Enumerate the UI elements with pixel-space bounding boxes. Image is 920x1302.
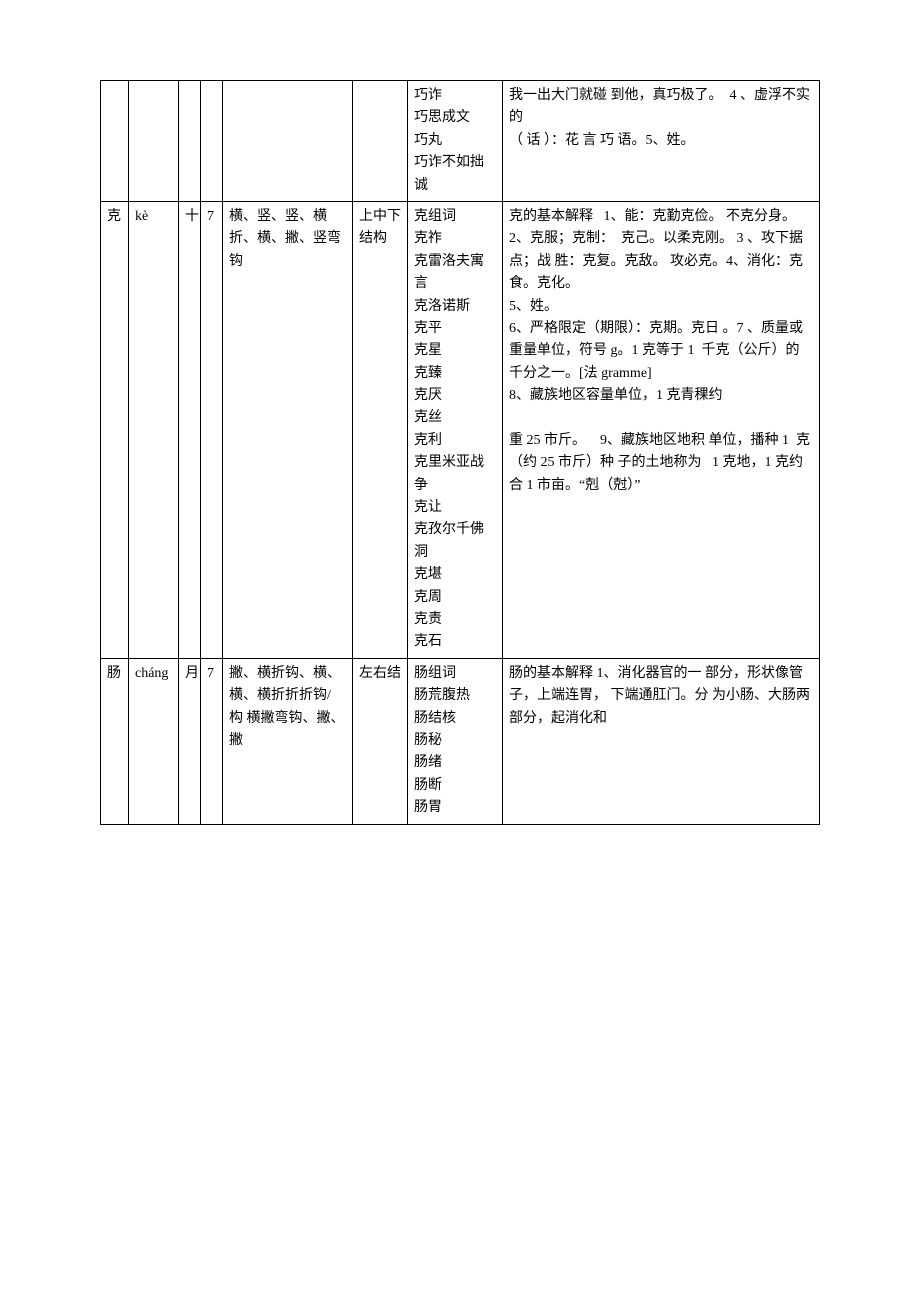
char-text: 克 bbox=[107, 209, 121, 224]
table-row: 巧诈 巧思成文 巧丸 巧诈不如拙诚 我一出大门就碰 到他，真巧极了。 4 、虚浮… bbox=[101, 81, 820, 202]
cell-strokes: 7 bbox=[201, 201, 223, 658]
cell-strokes bbox=[201, 81, 223, 202]
order-text: 撇、横折钩、横、横、横折折折钩/ 构 横撇弯钩、撇、撇 bbox=[229, 666, 345, 748]
table-body: 巧诈 巧思成文 巧丸 巧诈不如拙诚 我一出大门就碰 到他，真巧极了。 4 、虚浮… bbox=[101, 81, 820, 825]
cell-radical bbox=[179, 81, 201, 202]
document-page: 巧诈 巧思成文 巧丸 巧诈不如拙诚 我一出大门就碰 到他，真巧极了。 4 、虚浮… bbox=[0, 0, 920, 905]
words-text: 克组词 克祚 克雷洛夫寓言 克洛诺斯 克平 克星 克臻 克厌 克丝 克利 克里米… bbox=[414, 209, 484, 649]
explain-text: 克的基本解释 1、能：克勤克俭。 不克分身。 2、克服；克制： 克己。以柔克刚。… bbox=[509, 209, 814, 493]
cell-struct bbox=[353, 81, 408, 202]
cell-char: 克 bbox=[101, 201, 129, 658]
dictionary-table: 巧诈 巧思成文 巧丸 巧诈不如拙诚 我一出大门就碰 到他，真巧极了。 4 、虚浮… bbox=[100, 80, 820, 825]
radical-text: 月 bbox=[185, 666, 199, 681]
cell-pinyin bbox=[129, 81, 179, 202]
words-text: 肠组词 肠荒腹热 肠结核 肠秘 肠绪 肠断 肠胃 bbox=[414, 666, 470, 815]
cell-struct: 左右结 bbox=[353, 658, 408, 824]
table-row: 克 kè 十 7 横、竖、竖、横折、横、撇、竖弯钩 上中下结构 克组词 克祚 克… bbox=[101, 201, 820, 658]
cell-radical: 月 bbox=[179, 658, 201, 824]
cell-strokes: 7 bbox=[201, 658, 223, 824]
strokes-text: 7 bbox=[207, 666, 214, 681]
table-row: 肠 cháng 月 7 撇、横折钩、横、横、横折折折钩/ 构 横撇弯钩、撇、撇 … bbox=[101, 658, 820, 824]
cell-char bbox=[101, 81, 129, 202]
strokes-text: 7 bbox=[207, 209, 214, 224]
char-text: 肠 bbox=[107, 666, 121, 681]
cell-words: 巧诈 巧思成文 巧丸 巧诈不如拙诚 bbox=[408, 81, 503, 202]
cell-char: 肠 bbox=[101, 658, 129, 824]
radical-text: 十 bbox=[185, 209, 199, 224]
pinyin-text: cháng bbox=[135, 666, 168, 681]
cell-words: 肠组词 肠荒腹热 肠结核 肠秘 肠绪 肠断 肠胃 bbox=[408, 658, 503, 824]
cell-pinyin: kè bbox=[129, 201, 179, 658]
cell-words: 克组词 克祚 克雷洛夫寓言 克洛诺斯 克平 克星 克臻 克厌 克丝 克利 克里米… bbox=[408, 201, 503, 658]
cell-struct: 上中下结构 bbox=[353, 201, 408, 658]
cell-explain: 我一出大门就碰 到他，真巧极了。 4 、虚浮不实的 （ 话 ）：花 言 巧 语。… bbox=[503, 81, 820, 202]
cell-pinyin: cháng bbox=[129, 658, 179, 824]
words-text: 巧诈 巧思成文 巧丸 巧诈不如拙诚 bbox=[414, 88, 484, 193]
order-text: 横、竖、竖、横折、横、撇、竖弯钩 bbox=[229, 209, 341, 269]
struct-text: 上中下结构 bbox=[359, 209, 401, 246]
cell-order: 撇、横折钩、横、横、横折折折钩/ 构 横撇弯钩、撇、撇 bbox=[223, 658, 353, 824]
cell-radical: 十 bbox=[179, 201, 201, 658]
cell-explain: 肠的基本解释 1、消化器官的一 部分，形状像管 子，上端连胃， 下端通肛门。分 … bbox=[503, 658, 820, 824]
cell-order bbox=[223, 81, 353, 202]
explain-text: 我一出大门就碰 到他，真巧极了。 4 、虚浮不实的 （ 话 ）：花 言 巧 语。… bbox=[509, 88, 810, 148]
cell-explain: 克的基本解释 1、能：克勤克俭。 不克分身。 2、克服；克制： 克己。以柔克刚。… bbox=[503, 201, 820, 658]
pinyin-text: kè bbox=[135, 209, 148, 224]
explain-text: 肠的基本解释 1、消化器官的一 部分，形状像管 子，上端连胃， 下端通肛门。分 … bbox=[509, 666, 814, 726]
struct-text: 左右结 bbox=[359, 666, 401, 681]
cell-order: 横、竖、竖、横折、横、撇、竖弯钩 bbox=[223, 201, 353, 658]
